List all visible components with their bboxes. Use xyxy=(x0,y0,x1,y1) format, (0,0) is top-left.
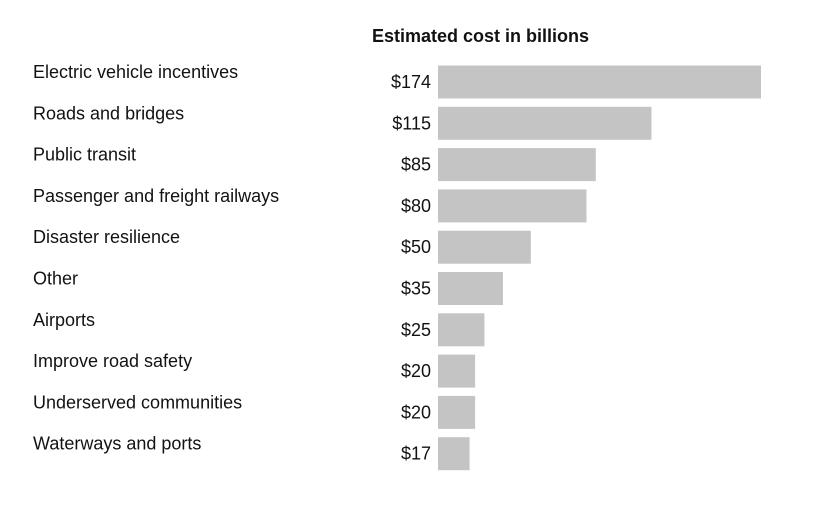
bar-row: Roads and bridges $115 xyxy=(33,103,652,140)
bar xyxy=(438,148,596,182)
bar xyxy=(438,272,503,305)
category-label: Waterways and ports xyxy=(33,434,201,454)
value-label: $25 xyxy=(401,320,431,340)
chart-rows: Electric vehicle incentives $174 Roads and… xyxy=(33,62,761,471)
bar-row: Other $35 xyxy=(33,269,503,305)
value-label: $85 xyxy=(401,155,431,175)
bar-row: Airports $25 xyxy=(33,310,485,347)
bar-row: Disaster resilience $50 xyxy=(33,227,531,264)
category-label: Passenger and freight railways xyxy=(33,186,279,206)
bar xyxy=(438,230,531,264)
category-label: Electric vehicle incentives xyxy=(33,62,238,82)
value-label: $50 xyxy=(401,237,431,257)
bar xyxy=(438,106,652,140)
category-label: Other xyxy=(33,269,78,289)
value-label: $115 xyxy=(392,113,431,133)
value-label: $20 xyxy=(401,361,431,381)
bar-row: Waterways and ports $17 xyxy=(33,434,470,471)
category-label: Underserved communities xyxy=(33,392,242,412)
bar-row: Improve road safety $20 xyxy=(33,351,476,388)
category-label: Improve road safety xyxy=(33,351,192,371)
bar xyxy=(438,395,476,429)
bar xyxy=(438,65,761,99)
bar-row: Underserved communities $20 xyxy=(33,392,476,429)
category-label: Airports xyxy=(33,310,95,330)
bar xyxy=(438,437,470,471)
bar-row: Public transit $85 xyxy=(33,145,596,182)
value-label: $20 xyxy=(401,402,431,422)
value-label: $35 xyxy=(401,279,431,299)
bar xyxy=(438,189,587,223)
bar-row: Electric vehicle incentives $174 xyxy=(33,62,761,99)
category-label: Public transit xyxy=(33,145,136,165)
bar-row: Passenger and freight railways $80 xyxy=(33,186,587,223)
value-label: $17 xyxy=(401,444,431,464)
category-label: Roads and bridges xyxy=(33,103,184,123)
bar xyxy=(438,313,485,347)
chart-title: Estimated cost in billions xyxy=(372,26,589,46)
value-label: $80 xyxy=(401,196,431,216)
value-label: $174 xyxy=(391,72,431,92)
category-label: Disaster resilience xyxy=(33,227,180,247)
bar xyxy=(438,354,476,388)
